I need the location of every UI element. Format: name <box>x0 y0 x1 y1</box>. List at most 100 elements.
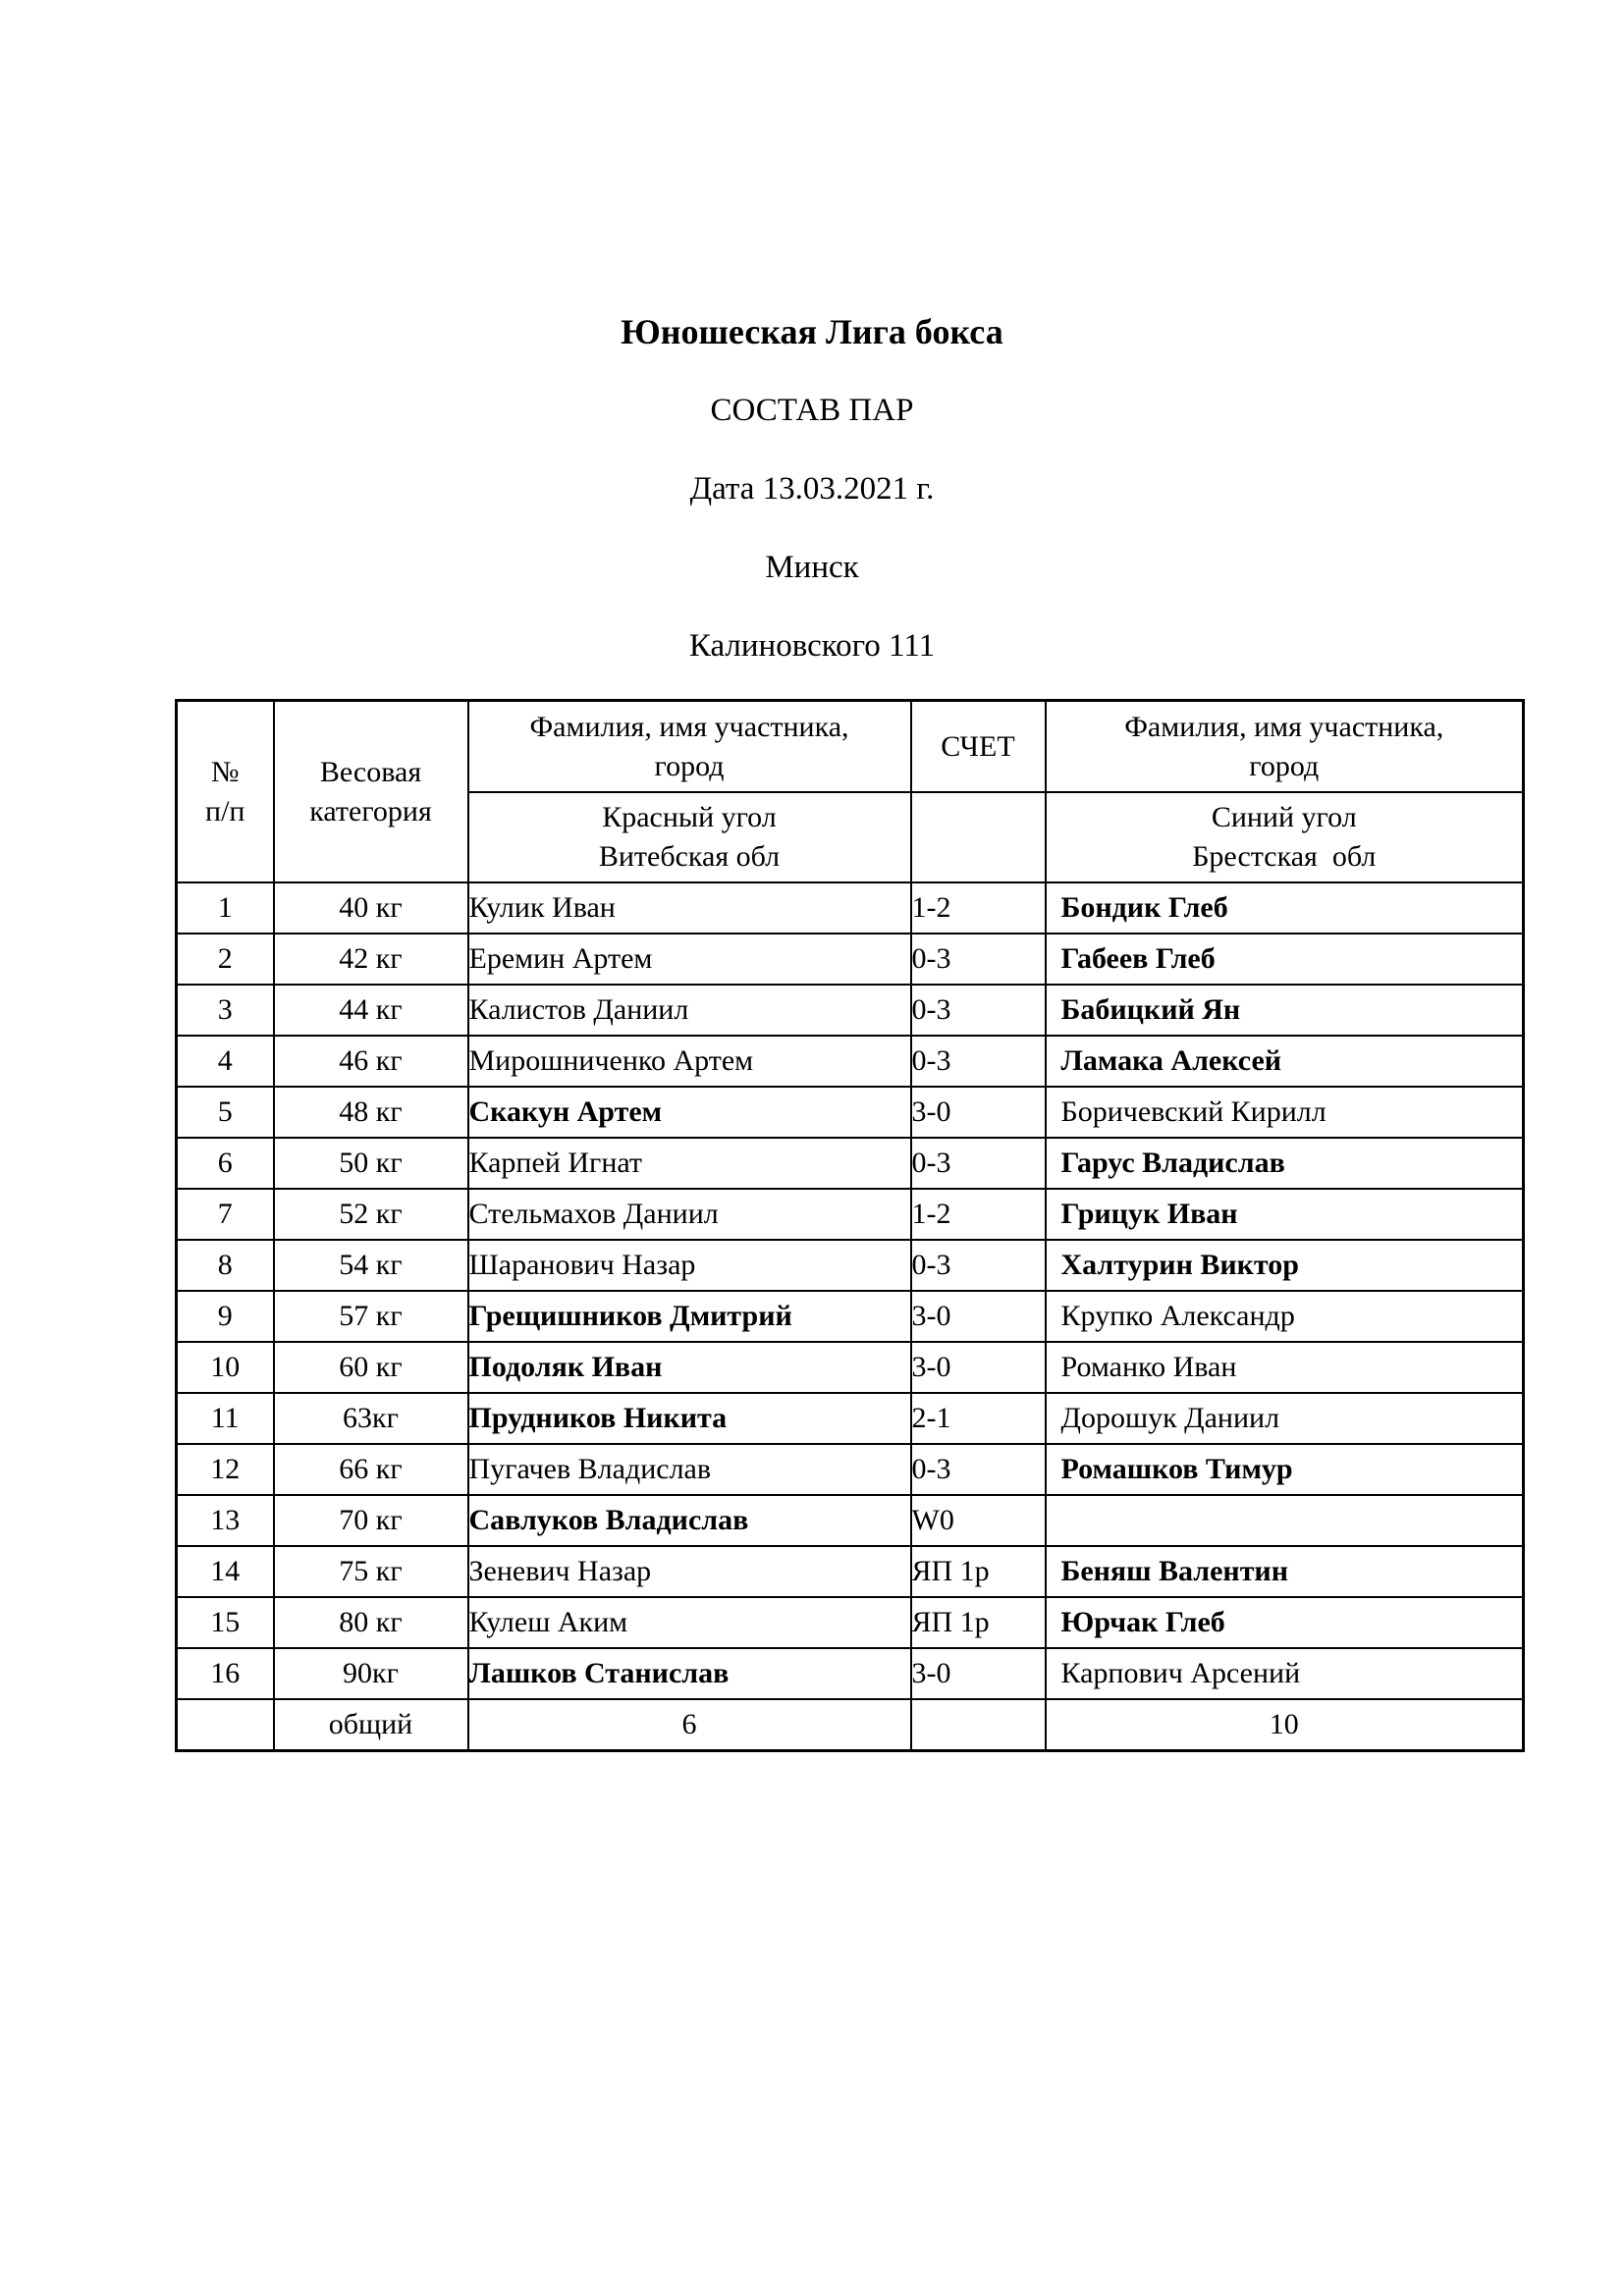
blue-corner-name: Ромашков Тимур <box>1044 1443 1525 1496</box>
red-total-wins: 6 <box>466 1698 912 1752</box>
weight-category: 75 кг <box>272 1545 469 1598</box>
score-value: 0-3 <box>909 1443 1047 1496</box>
weight-category: 40 кг <box>272 881 469 934</box>
table-row: 15 80 кг Кулеш Аким ЯП 1р Юрчак Глеб <box>175 1596 1525 1649</box>
date-line: Дата 13.03.2021 г. <box>689 471 935 507</box>
red-corner-name: Пугачев Владислав <box>466 1443 912 1496</box>
table-row: 13 70 кг Савлуков Владислав W0 <box>175 1494 1525 1547</box>
weight-category: 90кг <box>272 1647 469 1700</box>
row-number: 2 <box>175 933 275 986</box>
row-number: 6 <box>175 1137 275 1190</box>
row-number: 5 <box>175 1086 275 1139</box>
weight-category: 60 кг <box>272 1341 469 1394</box>
row-number: 15 <box>175 1596 275 1649</box>
table-row: 10 60 кг Подоляк Иван 3-0 Романко Иван <box>175 1341 1525 1394</box>
table-row: 8 54 кг Шаранович Назар 0-3 Халтурин Виктор <box>175 1239 1525 1292</box>
red-corner-name: Савлуков Владислав <box>466 1494 912 1547</box>
blue-corner-name: Крупко Александр <box>1044 1290 1525 1343</box>
blue-corner-name: Дорошук Даниил <box>1044 1392 1525 1445</box>
red-corner-name: Еремин Артем <box>466 933 912 986</box>
weight-category: 66 кг <box>272 1443 469 1496</box>
red-corner-name: Лашков Станислав <box>466 1647 912 1700</box>
blue-corner-name: Ламака Алексей <box>1044 1035 1525 1088</box>
red-corner-name: Мирошниченко Артем <box>466 1035 912 1088</box>
red-corner-name: Кулеш Аким <box>466 1596 912 1649</box>
blue-corner-name: Грицук Иван <box>1044 1188 1525 1241</box>
row-number: 12 <box>175 1443 275 1496</box>
row-number: 7 <box>175 1188 275 1241</box>
red-corner-name: Кулик Иван <box>466 881 912 934</box>
weight-category: 52 кг <box>272 1188 469 1241</box>
row-number: 4 <box>175 1035 275 1088</box>
blue-corner-name: Гарус Владислав <box>1044 1137 1525 1190</box>
pairs-table: № п/п Весовая категория Фамилия, имя уча… <box>175 699 1525 1752</box>
score-value: 0-3 <box>909 984 1047 1037</box>
header-row-number: № п/п <box>175 699 275 883</box>
blue-corner-name: Халтурин Виктор <box>1044 1239 1525 1292</box>
blue-corner-name: Беняш Валентин <box>1044 1545 1525 1598</box>
table-row: 9 57 кг Грещишников Дмитрий 3-0 Крупко Алекс… <box>175 1290 1525 1343</box>
totals-row: общий 6 10 <box>175 1698 1525 1752</box>
row-number: 13 <box>175 1494 275 1547</box>
score-value: 3-0 <box>909 1341 1047 1394</box>
table-row: 16 90кг Лашков Станислав 3-0 Карпович Арсени… <box>175 1647 1525 1700</box>
row-number: 8 <box>175 1239 275 1292</box>
blue-corner-name: Карпович Арсений <box>1044 1647 1525 1700</box>
city-line: Минск <box>765 550 859 585</box>
red-corner-name: Скакун Артем <box>466 1086 912 1139</box>
table-row: 2 42 кг Еремин Артем 0-3 Габеев Глеб <box>175 933 1525 986</box>
table-row: 12 66 кг Пугачев Владислав 0-3 Ромашков Тиму… <box>175 1443 1525 1496</box>
header-score: СЧЕТ <box>909 699 1047 793</box>
score-value: 0-3 <box>909 1239 1047 1292</box>
score-value: 1-2 <box>909 1188 1047 1241</box>
weight-category: 70 кг <box>272 1494 469 1547</box>
red-corner-name: Калистов Даниил <box>466 984 912 1037</box>
red-corner-name: Прудников Никита <box>466 1392 912 1445</box>
red-corner-name: Грещишников Дмитрий <box>466 1290 912 1343</box>
row-number: 14 <box>175 1545 275 1598</box>
totals-empty-number <box>175 1698 275 1752</box>
red-corner-name: Подоляк Иван <box>466 1341 912 1394</box>
weight-category: 44 кг <box>272 984 469 1037</box>
score-value: 3-0 <box>909 1647 1047 1700</box>
score-value: ЯП 1р <box>909 1545 1047 1598</box>
weight-category: 48 кг <box>272 1086 469 1139</box>
blue-corner-name <box>1044 1494 1525 1547</box>
score-value: 1-2 <box>909 881 1047 934</box>
header-red-corner: Красный угол Витебская обл <box>466 791 912 883</box>
score-value: 0-3 <box>909 933 1047 986</box>
score-value: 3-0 <box>909 1290 1047 1343</box>
weight-category: 63кг <box>272 1392 469 1445</box>
header-score-empty <box>909 791 1047 883</box>
score-value: W0 <box>909 1494 1047 1547</box>
venue-line: Калиновского 111 <box>688 628 936 664</box>
weight-category: 42 кг <box>272 933 469 986</box>
red-corner-name: Шаранович Назар <box>466 1239 912 1292</box>
header-weight-category: Весовая категория <box>272 699 469 883</box>
weight-category: 57 кг <box>272 1290 469 1343</box>
score-value: 2-1 <box>909 1392 1047 1445</box>
score-value: 3-0 <box>909 1086 1047 1139</box>
table-row: 1 40 кг Кулик Иван 1-2 Бондик Глеб <box>175 881 1525 934</box>
table-header-row-2: Красный угол Витебская обл Синий угол Бр… <box>177 791 1525 883</box>
score-value: ЯП 1р <box>909 1596 1047 1649</box>
score-value: 0-3 <box>909 1035 1047 1088</box>
weight-category: 54 кг <box>272 1239 469 1292</box>
row-number: 9 <box>175 1290 275 1343</box>
totals-empty-score <box>909 1698 1047 1752</box>
table-row: 4 46 кг Мирошниченко Артем 0-3 Ламака Алексе… <box>175 1035 1525 1088</box>
blue-corner-name: Габеев Глеб <box>1044 933 1525 986</box>
header-blue-corner: Синий угол Брестская обл <box>1044 791 1525 883</box>
weight-category: 80 кг <box>272 1596 469 1649</box>
row-number: 11 <box>175 1392 275 1445</box>
weight-category: 50 кг <box>272 1137 469 1190</box>
blue-corner-name: Бондик Глеб <box>1044 881 1525 934</box>
table-row: 11 63кг Прудников Никита 2-1 Дорошук Даниил <box>175 1392 1525 1445</box>
blue-corner-name: Боричевский Кирилл <box>1044 1086 1525 1139</box>
red-corner-name: Стельмахов Даниил <box>466 1188 912 1241</box>
row-number: 16 <box>175 1647 275 1700</box>
table-row: 3 44 кг Калистов Даниил 0-3 Бабицкий Ян <box>175 984 1525 1037</box>
red-corner-name: Карпей Игнат <box>466 1137 912 1190</box>
blue-corner-name: Бабицкий Ян <box>1044 984 1525 1037</box>
